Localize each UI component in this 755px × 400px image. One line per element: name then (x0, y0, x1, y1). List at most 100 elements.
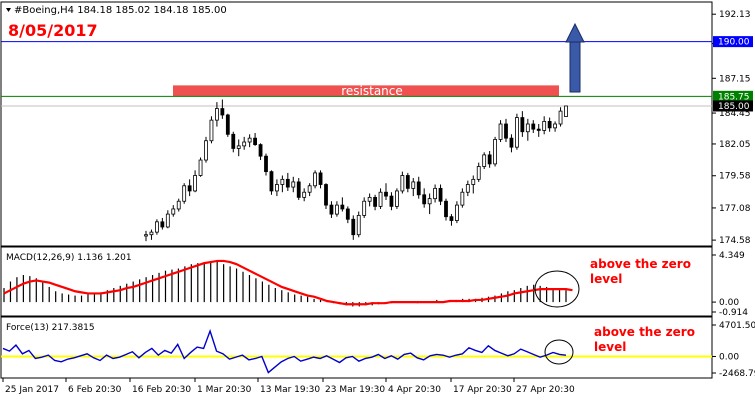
candle (307, 183, 312, 197)
candle (373, 194, 377, 211)
up-arrow-icon (565, 22, 585, 93)
candle (340, 197, 345, 212)
candle (389, 192, 394, 211)
candle (520, 111, 525, 137)
time-tick-label: 16 Feb 20:30 (132, 385, 191, 395)
candle (465, 180, 470, 197)
candle (422, 188, 427, 208)
candle (504, 118, 508, 143)
candle (275, 179, 279, 197)
candle (482, 152, 487, 170)
macd-signal-path (3, 259, 573, 306)
candle (356, 211, 361, 238)
time-tick-label: 1 Mar 20:30 (197, 385, 252, 395)
candle (302, 188, 307, 202)
price-tick-label: 184.45 (719, 109, 751, 119)
candle (253, 133, 257, 146)
candle (498, 120, 503, 143)
candle (242, 136, 247, 150)
candle (296, 178, 301, 200)
candle (269, 170, 274, 195)
candle (542, 116, 547, 135)
price-label-green: 185.75 (713, 90, 753, 102)
triangle-down-icon[interactable] (6, 8, 11, 12)
candle (204, 136, 208, 163)
price-tick-label: 174.58 (719, 236, 751, 246)
candle (384, 183, 388, 200)
candle (411, 178, 416, 197)
force-axis: 4701.501 0.00 -2468.79 (712, 321, 755, 379)
candle (313, 170, 317, 189)
price-tick-label: 179.58 (719, 172, 751, 182)
candle (247, 134, 252, 148)
candle (531, 120, 536, 134)
macd-tick-label: 0.00 (719, 298, 739, 308)
candle (558, 107, 563, 127)
macd-tick-label: -0.914 (719, 308, 748, 318)
candle (198, 157, 203, 177)
price-label-current: 185.00 (713, 100, 753, 112)
candle (351, 215, 356, 240)
candle (362, 197, 367, 218)
candle (427, 193, 432, 215)
svg-text:185.00: 185.00 (718, 102, 750, 112)
candle (536, 124, 541, 137)
time-tick-label: 4 Apr 20:30 (388, 385, 441, 395)
candle (471, 175, 476, 194)
force-note-line-1: above the zero (594, 325, 695, 339)
candle (564, 105, 568, 117)
candle (547, 117, 552, 132)
candle (329, 201, 334, 218)
macd-panel-frame (0, 246, 713, 317)
candle (438, 184, 443, 206)
price-tick-label: 187.15 (719, 74, 751, 84)
candle (476, 162, 481, 182)
force-tick-label: 0.00 (719, 352, 739, 362)
candle (318, 170, 323, 189)
price-label-blue: 190.00 (713, 36, 753, 48)
candle (405, 172, 410, 193)
candle (455, 201, 459, 224)
resistance-label: resistance (341, 84, 403, 98)
candle (264, 153, 268, 176)
candle (416, 176, 421, 199)
candle (220, 99, 225, 119)
force-note-line-2: level (594, 340, 626, 354)
candle (176, 198, 181, 212)
macd-axis: 4.349 0.00-0.914 (712, 251, 748, 318)
candle (378, 188, 383, 209)
candle (460, 188, 465, 208)
candle (171, 205, 176, 217)
candlesticks (144, 99, 568, 242)
candle (149, 229, 154, 240)
force-tick-label: -2468.79 (719, 369, 755, 379)
macd-note-line-1: above the zero (590, 257, 691, 271)
candle (395, 188, 399, 209)
candle (182, 183, 187, 204)
candle (280, 175, 285, 193)
macd-note-line-2: level (590, 272, 622, 286)
time-tick-label: 17 Apr 20:30 (453, 385, 512, 395)
svg-text:185.75: 185.75 (718, 92, 750, 102)
time-tick-label: 6 Feb 20:30 (68, 385, 122, 395)
candle (209, 116, 214, 144)
candle (236, 139, 241, 157)
candle (509, 134, 514, 153)
candle (367, 193, 372, 207)
force-tick-label: 4701.501 (719, 321, 755, 331)
candle (193, 170, 197, 193)
force-circle-highlight (544, 339, 574, 365)
candle (515, 113, 519, 150)
candle (525, 118, 530, 141)
resistance-zone[interactable] (173, 85, 559, 97)
candle (155, 219, 159, 235)
time-tick-label: 23 Mar 19:30 (325, 385, 385, 395)
moving-average (281, 128, 616, 237)
candle (345, 206, 350, 224)
time-tick-label: 13 Mar 19:30 (260, 385, 320, 395)
candle (449, 214, 454, 226)
candle (553, 121, 557, 132)
force-path (2, 328, 567, 374)
candle (144, 230, 148, 242)
